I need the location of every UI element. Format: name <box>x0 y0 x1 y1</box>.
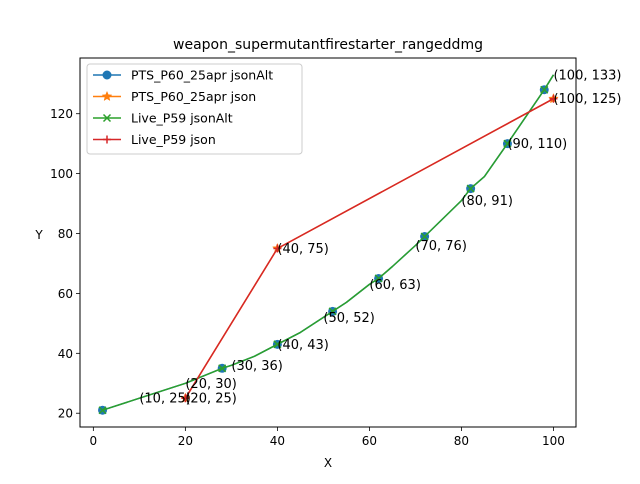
axes-frame <box>79 57 577 428</box>
series-2-point <box>503 139 512 148</box>
series-2 <box>98 74 555 415</box>
data-label: (70, 76) <box>415 239 467 254</box>
x-axis-label: X <box>324 456 332 470</box>
axes: 0 20 40 60 80 100 20 40 60 80 100 120 <box>50 57 577 448</box>
y-tick-label: 100 <box>50 167 73 181</box>
data-label: (50, 52) <box>323 311 375 326</box>
series-2-point <box>218 364 227 373</box>
series-line-2 <box>102 74 555 411</box>
legend-entry-3: Live_P59 json <box>93 132 216 147</box>
data-label: (30, 36) <box>231 359 283 374</box>
legend-entry-1: PTS_P60_25apr json <box>93 89 256 104</box>
legend-entry-2: Live_P59 jsonAlt <box>93 111 233 126</box>
x-tick-label: 0 <box>90 434 98 448</box>
x-tick-label: 20 <box>178 434 193 448</box>
series-3-point <box>273 244 282 253</box>
legend-marker <box>102 113 112 123</box>
legend: PTS_P60_25apr jsonAlt PTS_P60_25apr json L… <box>86 63 303 155</box>
legend-box <box>86 63 303 155</box>
x-tick-label: 40 <box>270 434 285 448</box>
data-label: (20, 30) <box>185 377 237 392</box>
series-2-point <box>466 184 475 193</box>
data-label: (80, 91) <box>461 194 512 209</box>
y-tick-label: 60 <box>58 287 73 301</box>
y-axis-label: Y <box>34 228 43 242</box>
data-label: (10, 25) <box>139 392 191 407</box>
series-2-point <box>540 85 549 94</box>
data-label: (60, 63) <box>369 278 421 293</box>
x-tick-label: 60 <box>362 434 377 448</box>
series-2-point <box>98 406 107 415</box>
data-label: (40, 43) <box>277 338 329 353</box>
series-3-point <box>181 394 190 403</box>
data-label: (100, 125) <box>553 92 621 107</box>
legend-label: Live_P59 json <box>131 132 216 147</box>
legend-marker <box>103 135 111 144</box>
legend-entry-0: PTS_P60_25apr jsonAlt <box>93 68 273 83</box>
y-tick-label: 40 <box>58 347 73 361</box>
x-tick-label: 80 <box>454 434 469 448</box>
y-tick-label: 20 <box>58 407 73 421</box>
series-2-point <box>374 274 383 283</box>
series-2-point <box>420 232 429 241</box>
series-3-point <box>549 94 558 103</box>
data-label: (40, 75) <box>277 242 329 257</box>
series-2-point <box>273 340 282 349</box>
legend-label: PTS_P60_25apr json <box>131 89 256 104</box>
x-tick-label: 100 <box>542 434 565 448</box>
legend-label: Live_P59 jsonAlt <box>131 111 233 126</box>
series-2-point <box>328 307 337 316</box>
chart-title: weapon_supermutantfirestarter_rangeddmg <box>173 37 483 53</box>
data-label: (90, 110) <box>507 137 567 152</box>
legend-marker <box>101 90 113 102</box>
data-label: (20, 25) <box>185 392 237 407</box>
y-tick-label: 120 <box>50 107 73 121</box>
legend-marker <box>102 70 112 80</box>
data-label: (100, 133) <box>553 68 621 83</box>
plot-area: (10, 25)(20, 25)(20, 30) (30, 36) (40, 43)… <box>98 68 622 415</box>
legend-label: PTS_P60_25apr jsonAlt <box>131 68 273 83</box>
series-3 <box>181 94 558 403</box>
y-tick-label: 80 <box>58 227 73 241</box>
